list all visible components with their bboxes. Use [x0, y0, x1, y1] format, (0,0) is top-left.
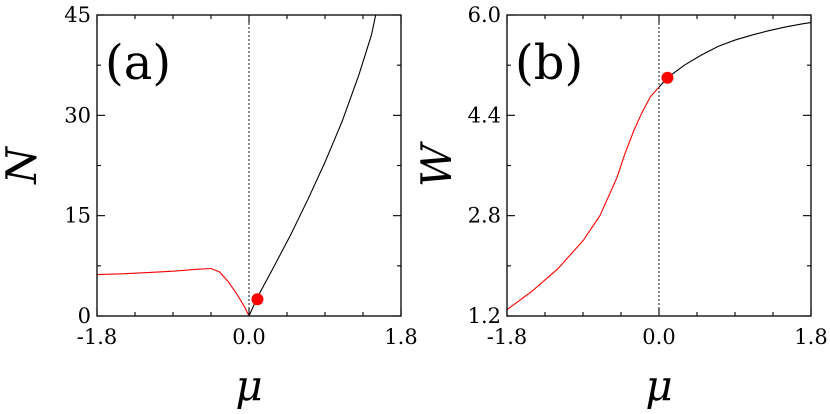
- y-tick-label: 4.4: [468, 103, 501, 127]
- panel-label: (a): [105, 35, 171, 91]
- x-tick-label: 1.8: [384, 325, 417, 349]
- x-tick-label: 1.8: [794, 325, 827, 349]
- data-point-marker: [251, 293, 264, 306]
- x-tick-label: 0.0: [642, 325, 675, 349]
- data-point-marker: [661, 71, 674, 84]
- y-tick-label: 45: [64, 3, 91, 27]
- x-axis-label: μ: [645, 361, 672, 410]
- y-axis-label: W: [412, 140, 461, 187]
- y-axis-label: N: [0, 146, 46, 185]
- panel-label: (b): [515, 35, 583, 91]
- y-tick-label: 30: [64, 103, 91, 127]
- x-tick-label: 0.0: [232, 325, 265, 349]
- series-line-1: [97, 267, 250, 316]
- y-tick-label: 6.0: [468, 3, 501, 27]
- y-tick-label: 15: [64, 204, 91, 228]
- panel-a: -1.8 0.0 1.8 0 15 30 45 μ N (a): [0, 3, 418, 410]
- y-tick-label: 2.8: [468, 204, 501, 228]
- y-tick-label: 0: [78, 304, 91, 328]
- y-tick-label: 1.2: [468, 304, 501, 328]
- series-line-2: [658, 21, 811, 88]
- panel-b: -1.8 0.0 1.8 1.2 2.8 4.4 6.0 μ W (b): [412, 3, 828, 410]
- x-tick-label: -1.8: [77, 325, 118, 349]
- series-line-1: [507, 86, 660, 311]
- x-axis-label: μ: [235, 361, 262, 410]
- series-line-2: [248, 15, 377, 316]
- x-tick-label: -1.8: [487, 325, 528, 349]
